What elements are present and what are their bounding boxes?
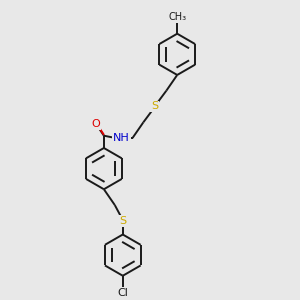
Text: O: O [92,119,100,129]
Text: S: S [119,216,126,226]
Text: CH₃: CH₃ [168,12,186,22]
Text: Cl: Cl [117,288,128,298]
Text: S: S [151,101,158,112]
Text: NH: NH [113,133,130,143]
